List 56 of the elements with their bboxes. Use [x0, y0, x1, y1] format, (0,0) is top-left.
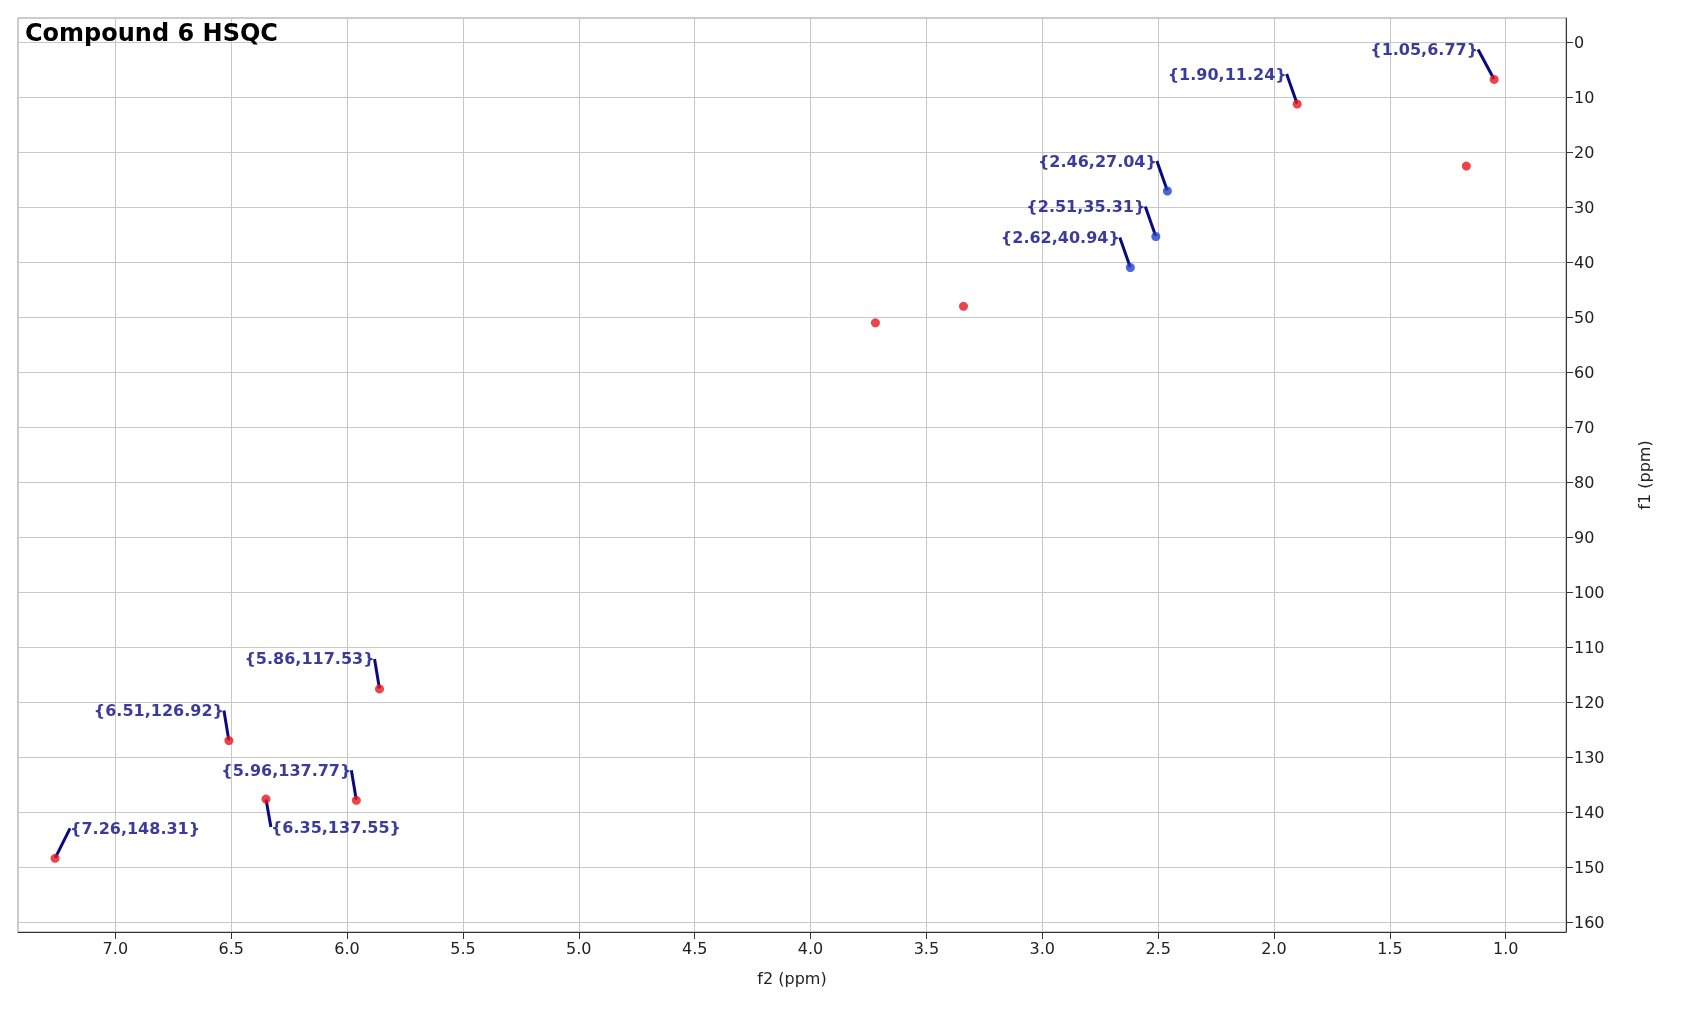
y-tick-label: 120: [1574, 693, 1605, 713]
point: [351, 795, 361, 805]
x-tick-label: 6.5: [218, 938, 244, 958]
annotation: {2.62,40.94}: [1000, 227, 1120, 247]
y-tick-label: 0: [1574, 32, 1585, 52]
x-tick-label: 6.0: [334, 938, 360, 958]
y-tick-label: 110: [1574, 638, 1605, 658]
x-tick-label: 3.5: [913, 938, 940, 958]
y-tick-label: 40: [1574, 252, 1595, 272]
point: [375, 684, 385, 694]
y-tick-label: 10: [1574, 87, 1595, 107]
x-tick-label: 2.5: [1145, 938, 1171, 958]
x-tick-label: 5.5: [450, 938, 476, 958]
x-tick-label: 1.0: [1493, 938, 1519, 958]
point: [1489, 74, 1499, 84]
chart-title: Compound 6 HSQC: [25, 19, 278, 47]
point: [1151, 232, 1161, 242]
y-tick-label: 70: [1574, 417, 1595, 437]
annotation: {2.51,35.31}: [1026, 197, 1146, 217]
y-tick-label: 20: [1574, 142, 1595, 162]
point: [1162, 186, 1172, 196]
annotation: {1.90,11.24}: [1167, 64, 1287, 84]
point: [870, 318, 880, 328]
x-tick-label: 5.0: [566, 938, 592, 958]
x-tick-label: 2.0: [1261, 938, 1287, 958]
x-tick-label: 1.5: [1377, 938, 1403, 958]
x-tick-label: 4.5: [681, 938, 708, 958]
point: [1461, 161, 1471, 171]
y-tick-label: 140: [1574, 803, 1605, 823]
annotation: {2.46,27.04}: [1037, 151, 1157, 171]
annotation: {6.51,126.92}: [93, 701, 224, 721]
y-tick-label: 50: [1574, 307, 1595, 327]
x-tick-label: 3.0: [1029, 938, 1055, 958]
y-tick-label: 130: [1574, 748, 1605, 768]
y-tick-label: 150: [1574, 858, 1605, 878]
annotation: {6.35,137.55}: [270, 817, 401, 837]
y-tick-label: 80: [1574, 472, 1595, 492]
point: [1125, 262, 1135, 272]
x-axis-title: f2 (ppm): [757, 968, 827, 988]
y-axis-title: f1 (ppm): [1634, 440, 1654, 510]
point: [224, 736, 234, 746]
annotation: {7.26,148.31}: [70, 818, 201, 838]
point: [1292, 99, 1302, 109]
x-tick-label: 4.0: [797, 938, 824, 958]
y-tick-label: 60: [1574, 362, 1595, 382]
annotation: {1.05,6.77}: [1370, 39, 1479, 59]
annotation: {5.96,137.77}: [221, 760, 352, 780]
y-tick-label: 30: [1574, 197, 1595, 217]
y-tick-label: 160: [1574, 913, 1605, 933]
point: [50, 853, 60, 863]
y-tick-label: 100: [1574, 582, 1605, 602]
annotation: {5.86,117.53}: [244, 649, 375, 669]
point: [958, 301, 968, 311]
point: [261, 794, 271, 804]
y-tick-label: 90: [1574, 527, 1595, 547]
x-tick-label: 7.0: [102, 938, 129, 958]
